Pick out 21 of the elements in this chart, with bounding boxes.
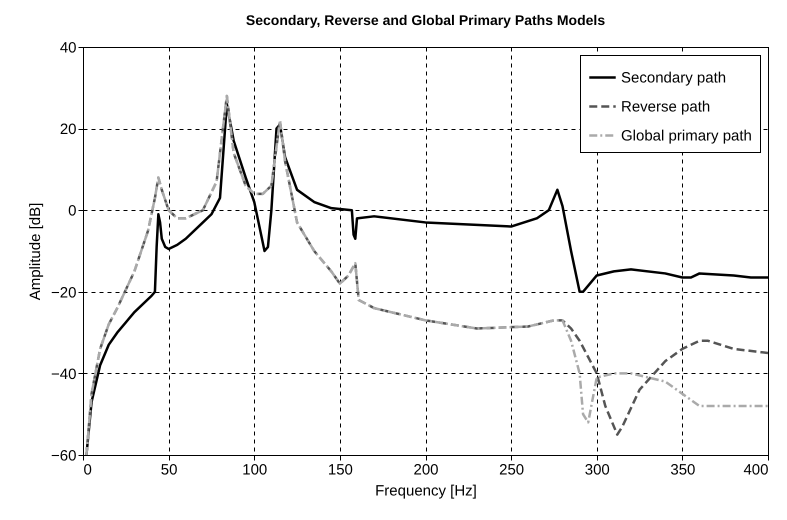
x-tick-label: 200 bbox=[413, 462, 439, 478]
legend-label: Secondary path bbox=[621, 70, 726, 86]
y-tick-label: −60 bbox=[51, 448, 76, 464]
x-tick-label: 300 bbox=[584, 462, 610, 478]
x-tick-label: 50 bbox=[160, 462, 178, 478]
x-tick-label: 400 bbox=[743, 462, 768, 478]
y-tick-label: −40 bbox=[51, 366, 76, 383]
legend-label: Global primary path bbox=[621, 128, 752, 144]
y-tick-label: 40 bbox=[60, 40, 76, 56]
x-axis-title: Frequency [Hz] bbox=[375, 482, 477, 500]
y-tick-label: 0 bbox=[68, 202, 76, 220]
y-tick-label: 20 bbox=[60, 121, 76, 138]
legend-label: Reverse path bbox=[621, 98, 710, 116]
x-tick-label: 0 bbox=[84, 462, 92, 478]
x-tick-label: 350 bbox=[670, 462, 696, 478]
x-tick-label: 250 bbox=[499, 462, 524, 478]
y-axis-title: Amplitude [dB] bbox=[27, 202, 44, 300]
chart-title: Secondary, Reverse and Global Primary Paths Models bbox=[246, 12, 606, 28]
x-tick-label: 150 bbox=[328, 462, 353, 478]
y-tick-label: −20 bbox=[51, 284, 76, 302]
x-tick-label: 100 bbox=[242, 462, 268, 478]
